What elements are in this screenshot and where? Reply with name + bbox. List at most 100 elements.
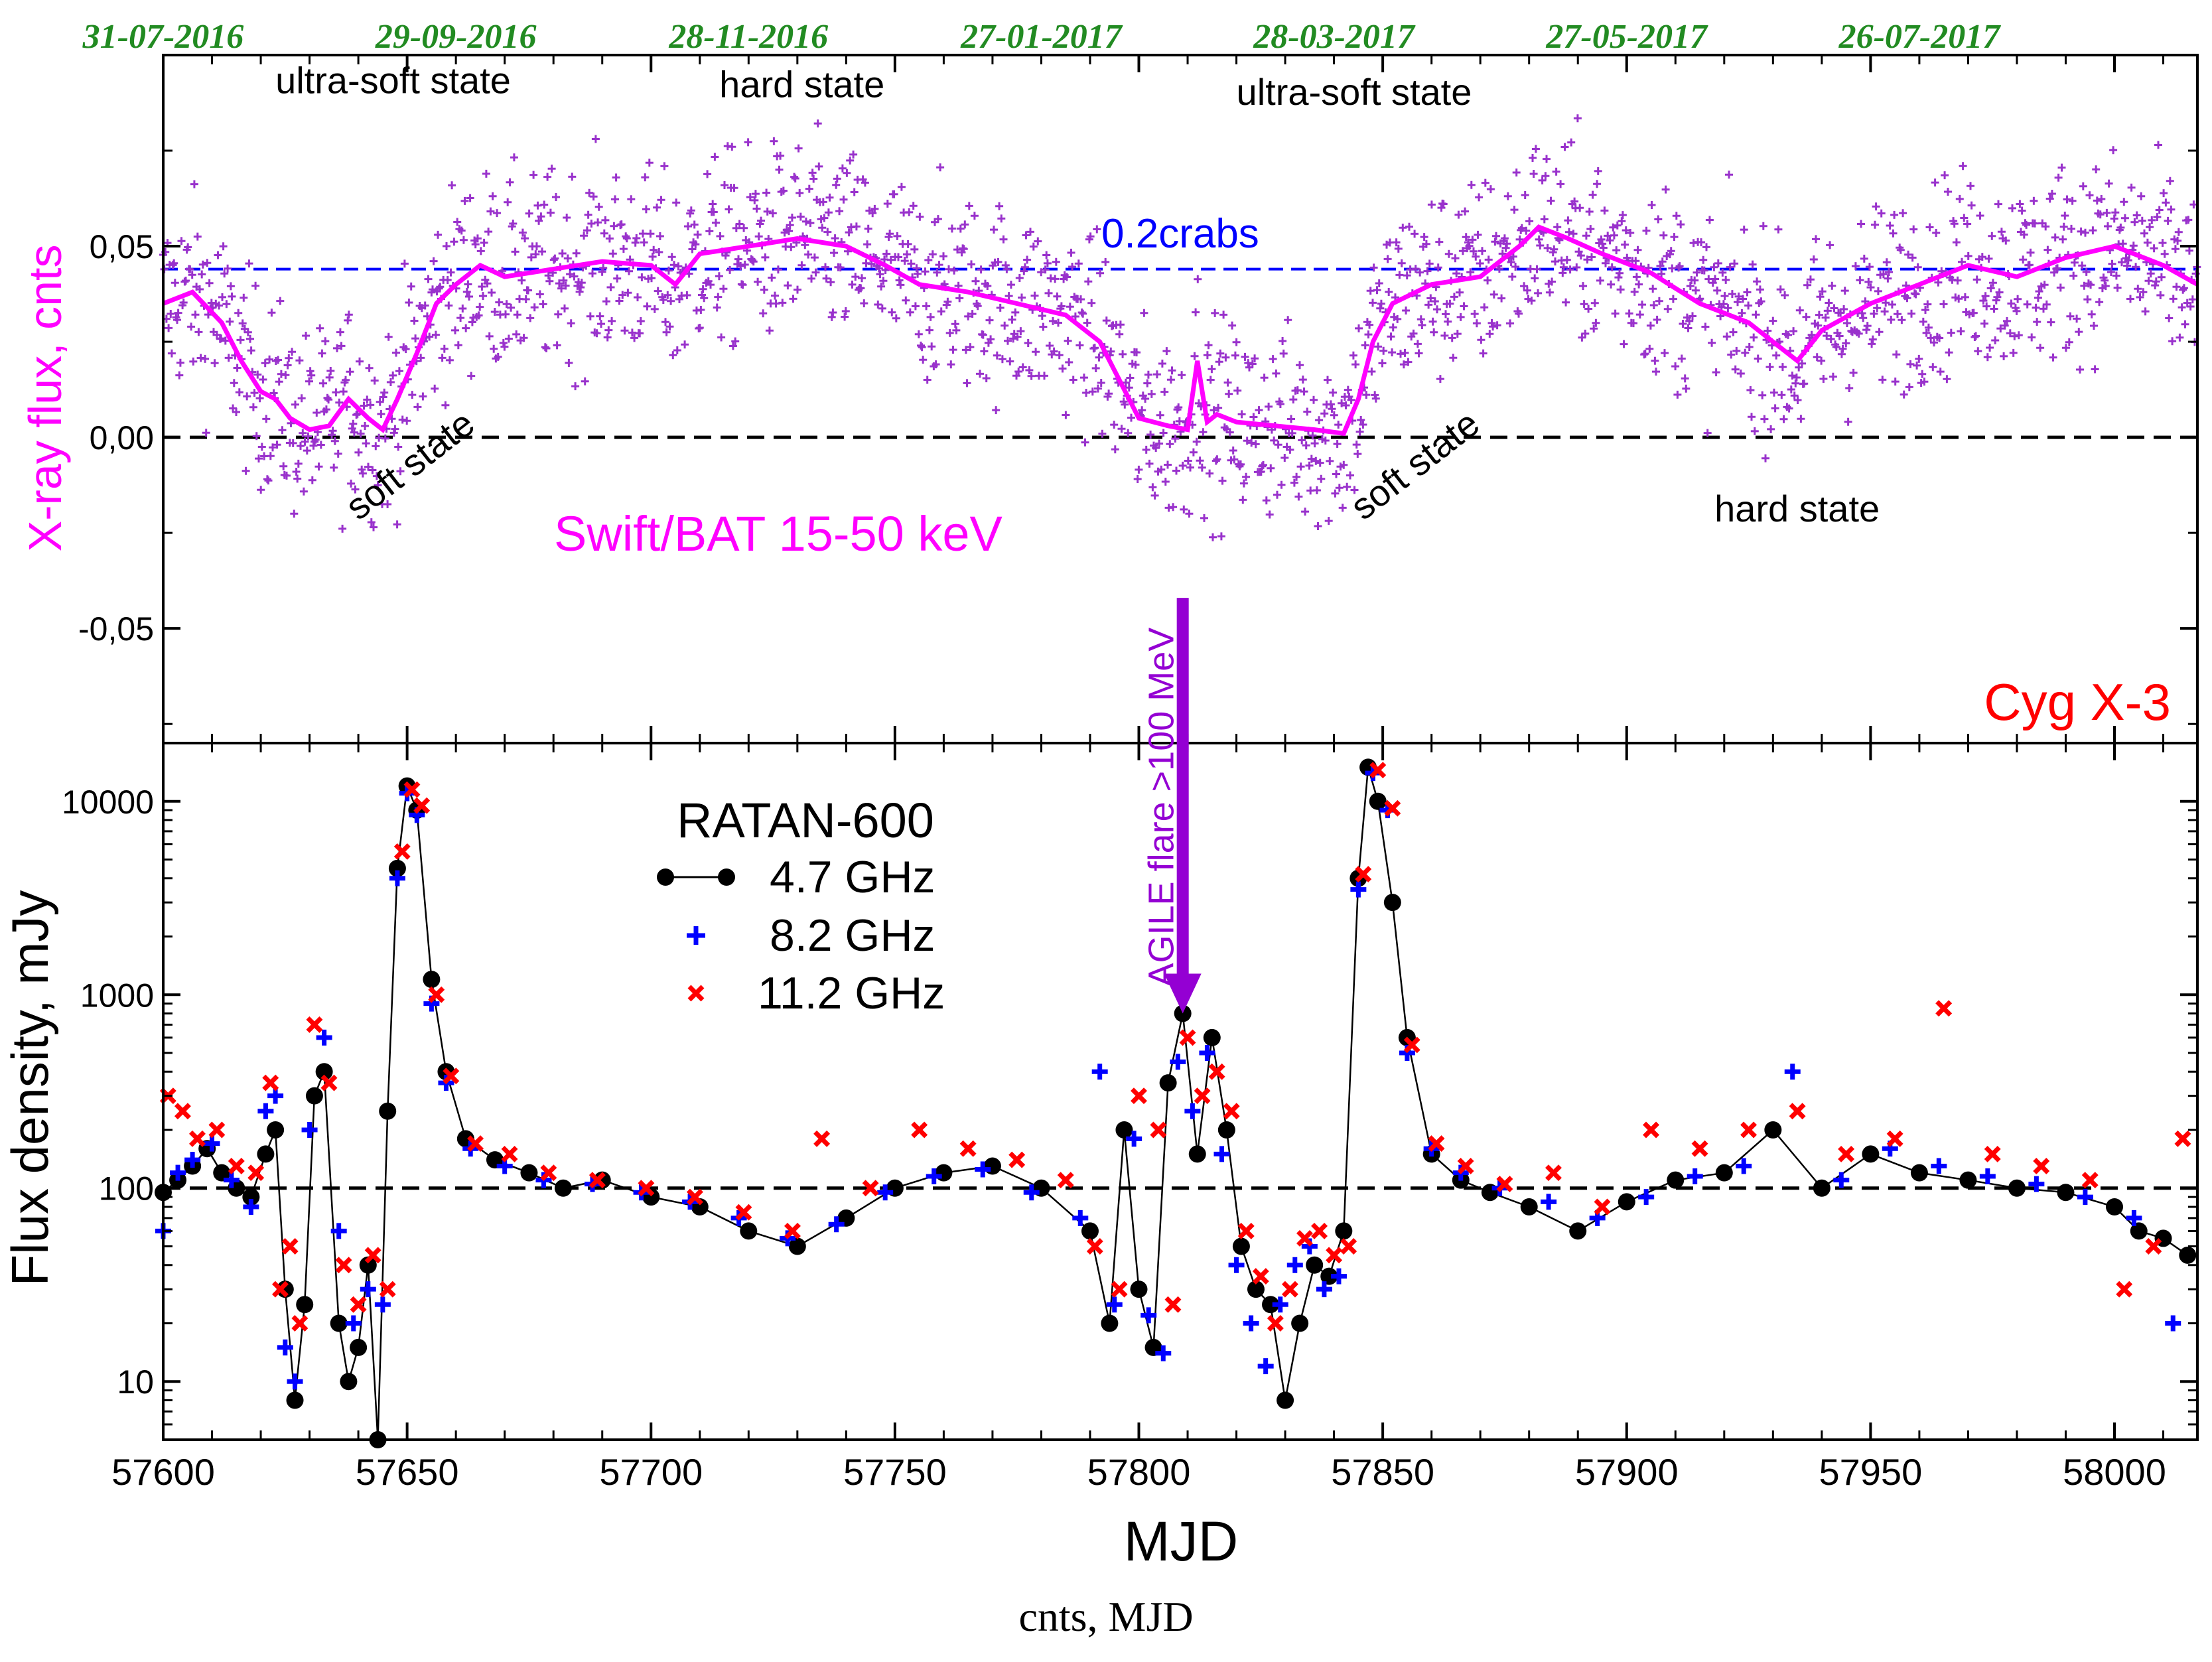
radio-point xyxy=(1383,894,1401,912)
radio-point xyxy=(1237,1222,1255,1239)
top-date-label: 31-07-2016 xyxy=(82,18,244,56)
radio-point xyxy=(2126,1210,2142,1226)
radio-point xyxy=(1164,1296,1182,1313)
radio-point xyxy=(686,1188,703,1206)
radio-point xyxy=(1740,1121,1758,1139)
radio-points xyxy=(155,758,2197,1448)
radio-point xyxy=(228,1158,245,1175)
radio-point xyxy=(467,1135,484,1152)
top-date-label: 29-09-2016 xyxy=(375,18,537,56)
radio-point xyxy=(1384,799,1401,817)
radio-point xyxy=(2179,1246,2197,1264)
radio-point xyxy=(1170,1054,1186,1070)
radio-point xyxy=(2165,1315,2181,1332)
radio-point xyxy=(1330,1268,1347,1284)
agile-flare-arrow: AGILE flare >100 MeV xyxy=(1142,598,1202,1014)
radio-point xyxy=(1131,1087,1147,1105)
radio-point xyxy=(184,1152,201,1168)
radio-point xyxy=(877,1184,894,1201)
radio-point xyxy=(1223,1103,1240,1120)
radio-point xyxy=(1130,1281,1148,1298)
radio-point xyxy=(1023,1184,1040,1201)
radio-point xyxy=(388,859,406,877)
radio-point xyxy=(638,1180,655,1197)
radio-point xyxy=(1072,1210,1089,1226)
radio-point xyxy=(443,1068,460,1085)
radio-point xyxy=(1910,1164,1928,1182)
agile-flare-label: AGILE flare >100 MeV xyxy=(1142,628,1182,987)
radio-point xyxy=(316,1029,332,1046)
radio-point xyxy=(1272,1296,1288,1313)
xray-y-axis-label: X-ray flux, cnts xyxy=(19,245,71,552)
radio-point xyxy=(1277,1391,1294,1409)
x-tick-label: 57950 xyxy=(1819,1451,1923,1493)
radio-point xyxy=(296,1296,314,1314)
radio-point xyxy=(1355,866,1372,883)
radio-point xyxy=(2145,1238,2162,1255)
top-date-label: 26-07-2017 xyxy=(1838,18,2002,56)
radio-point xyxy=(1091,1064,1108,1080)
top-date-label: 28-03-2017 xyxy=(1253,18,1416,56)
legend-item-8.2GHz: 8.2 GHz xyxy=(687,910,935,961)
xray-state-annotations: ultra-soft state hard state ultra-soft sta… xyxy=(275,60,1880,529)
radio-point xyxy=(1213,1146,1230,1162)
radio-point xyxy=(1008,1151,1026,1168)
radio-point xyxy=(540,1164,557,1182)
radio-point xyxy=(1736,1158,1752,1174)
radio-y-tick-label: 1000 xyxy=(80,977,154,1014)
radio-point xyxy=(2106,1198,2124,1215)
radio-point xyxy=(1350,881,1367,898)
radio-point xyxy=(389,870,405,886)
radio-point xyxy=(1257,1358,1274,1375)
xray-y-tick-label: -0,05 xyxy=(78,610,154,648)
radio-point xyxy=(1159,1074,1177,1092)
radio-point xyxy=(287,1373,303,1390)
radio-point xyxy=(588,1172,606,1189)
radio-point xyxy=(242,1188,260,1206)
top-date-label: 27-01-2017 xyxy=(960,18,1123,56)
radio-point xyxy=(1194,1087,1211,1105)
radio-point xyxy=(828,1216,845,1233)
radio-point xyxy=(188,1130,206,1147)
radio-y-tick-label: 10000 xyxy=(62,784,154,821)
radio-point xyxy=(1101,1314,1119,1332)
radio-point xyxy=(788,1237,806,1255)
agile-arrow-head xyxy=(1164,973,1202,1014)
top-date-labels: 31-07-2016 29-09-2016 28-11-2016 27-01-2017… xyxy=(82,18,2002,56)
radio-point xyxy=(379,1102,397,1120)
legend: RATAN-600 4.7 GHz 8.2 GHz 11.2 GHz xyxy=(657,793,945,1018)
radio-point xyxy=(1369,762,1387,779)
radio-point xyxy=(1208,1063,1225,1080)
radio-point xyxy=(306,1016,323,1033)
radio-point xyxy=(1150,1121,1167,1139)
radio-point xyxy=(1569,1222,1587,1240)
xray-y-ticks: -0,05 0,00 0,05 xyxy=(78,149,2197,725)
radio-point xyxy=(1541,1194,1557,1210)
radio-point xyxy=(1243,1315,1259,1332)
x-tick-label: 57800 xyxy=(1087,1451,1191,1493)
radio-point xyxy=(926,1168,942,1185)
radio-point xyxy=(1862,1145,1880,1163)
radio-point xyxy=(281,1238,299,1255)
radio-point xyxy=(213,1164,231,1182)
legend-label-11.2GHz: 11.2 GHz xyxy=(758,968,945,1018)
radio-point xyxy=(276,1281,294,1298)
radio-point xyxy=(784,1222,801,1239)
x-tick-label: 57600 xyxy=(111,1451,215,1493)
crab-level-label: 0.2crabs xyxy=(1101,211,1259,257)
radio-point xyxy=(340,1373,358,1391)
radio-point xyxy=(2174,1130,2191,1147)
x-tick-label: 57700 xyxy=(599,1451,703,1493)
radio-point xyxy=(1886,1130,1903,1147)
radio-point xyxy=(315,1063,333,1081)
radio-point xyxy=(345,1315,362,1332)
legend-label-8.2GHz: 8.2 GHz xyxy=(770,910,935,961)
x-axis-label: MJD xyxy=(1124,1510,1239,1572)
xray-y-tick-label: 0,05 xyxy=(90,228,154,265)
radio-point xyxy=(1838,1145,1855,1162)
radio-point xyxy=(1232,1237,1250,1255)
radio-point xyxy=(1057,1172,1074,1189)
radio-point xyxy=(301,1122,318,1138)
radio-point xyxy=(911,1121,928,1139)
